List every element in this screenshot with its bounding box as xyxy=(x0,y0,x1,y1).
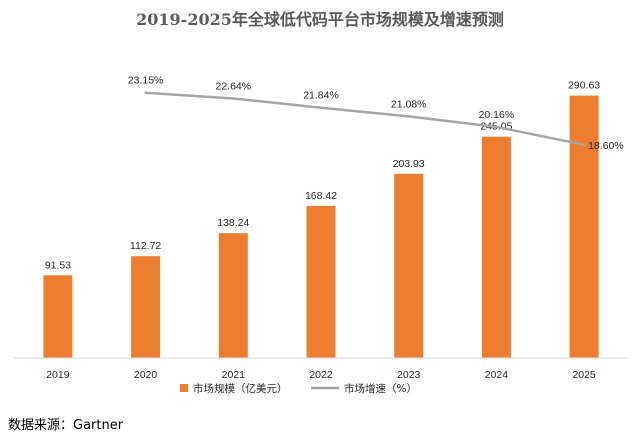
line-label-2020: 23.15% xyxy=(128,75,164,87)
bar-label-2022: 168.42 xyxy=(305,190,337,202)
line-label-2023: 21.08% xyxy=(391,98,427,110)
x-tick-2025: 2025 xyxy=(572,369,596,381)
x-tick-2021: 2021 xyxy=(222,369,246,381)
x-tick-2019: 2019 xyxy=(46,369,70,381)
line-value-labels: 23.15% 22.64% 21.84% 21.08% 20.16% 18.60% xyxy=(128,75,624,152)
x-axis-tick-labels: 2019 2020 2021 2022 2023 2024 2025 xyxy=(46,369,596,381)
line-label-2024: 20.16% xyxy=(479,109,515,121)
bar-2024 xyxy=(481,136,511,358)
line-label-2022: 21.84% xyxy=(303,90,339,102)
bar-2023 xyxy=(394,173,424,358)
source-note: 数据来源：Gartner xyxy=(8,418,124,433)
bar-2021 xyxy=(218,233,248,358)
bar-label-2023: 203.93 xyxy=(393,158,425,170)
bar-2020 xyxy=(131,256,161,358)
legend-label-line: 市场增速（%） xyxy=(344,382,417,395)
x-tick-2024: 2024 xyxy=(485,369,509,381)
bar-label-2021: 138.24 xyxy=(217,217,249,229)
line-series xyxy=(144,91,586,147)
bar-label-2020: 112.72 xyxy=(130,240,161,252)
bar-2025 xyxy=(569,95,599,358)
bar-label-2025: 290.63 xyxy=(568,80,600,92)
legend: 市场规模（亿美元） 市场增速（%） xyxy=(180,382,417,395)
bar-label-2019: 91.53 xyxy=(45,259,71,271)
bar-series xyxy=(43,95,599,358)
x-tick-2020: 2020 xyxy=(134,369,158,381)
line-label-2021: 22.64% xyxy=(215,81,251,93)
chart-title: 2019-2025年全球低代码平台市场规模及增速预测 xyxy=(136,10,504,29)
bar-2022 xyxy=(306,205,336,358)
growth-line-path xyxy=(144,91,586,147)
legend-swatch-bar xyxy=(180,384,188,392)
x-tick-2022: 2022 xyxy=(309,369,333,381)
line-label-2025: 18.60% xyxy=(588,140,624,152)
x-tick-2023: 2023 xyxy=(397,369,421,381)
bar-2019 xyxy=(43,275,73,358)
legend-label-bar: 市场规模（亿美元） xyxy=(193,382,288,395)
